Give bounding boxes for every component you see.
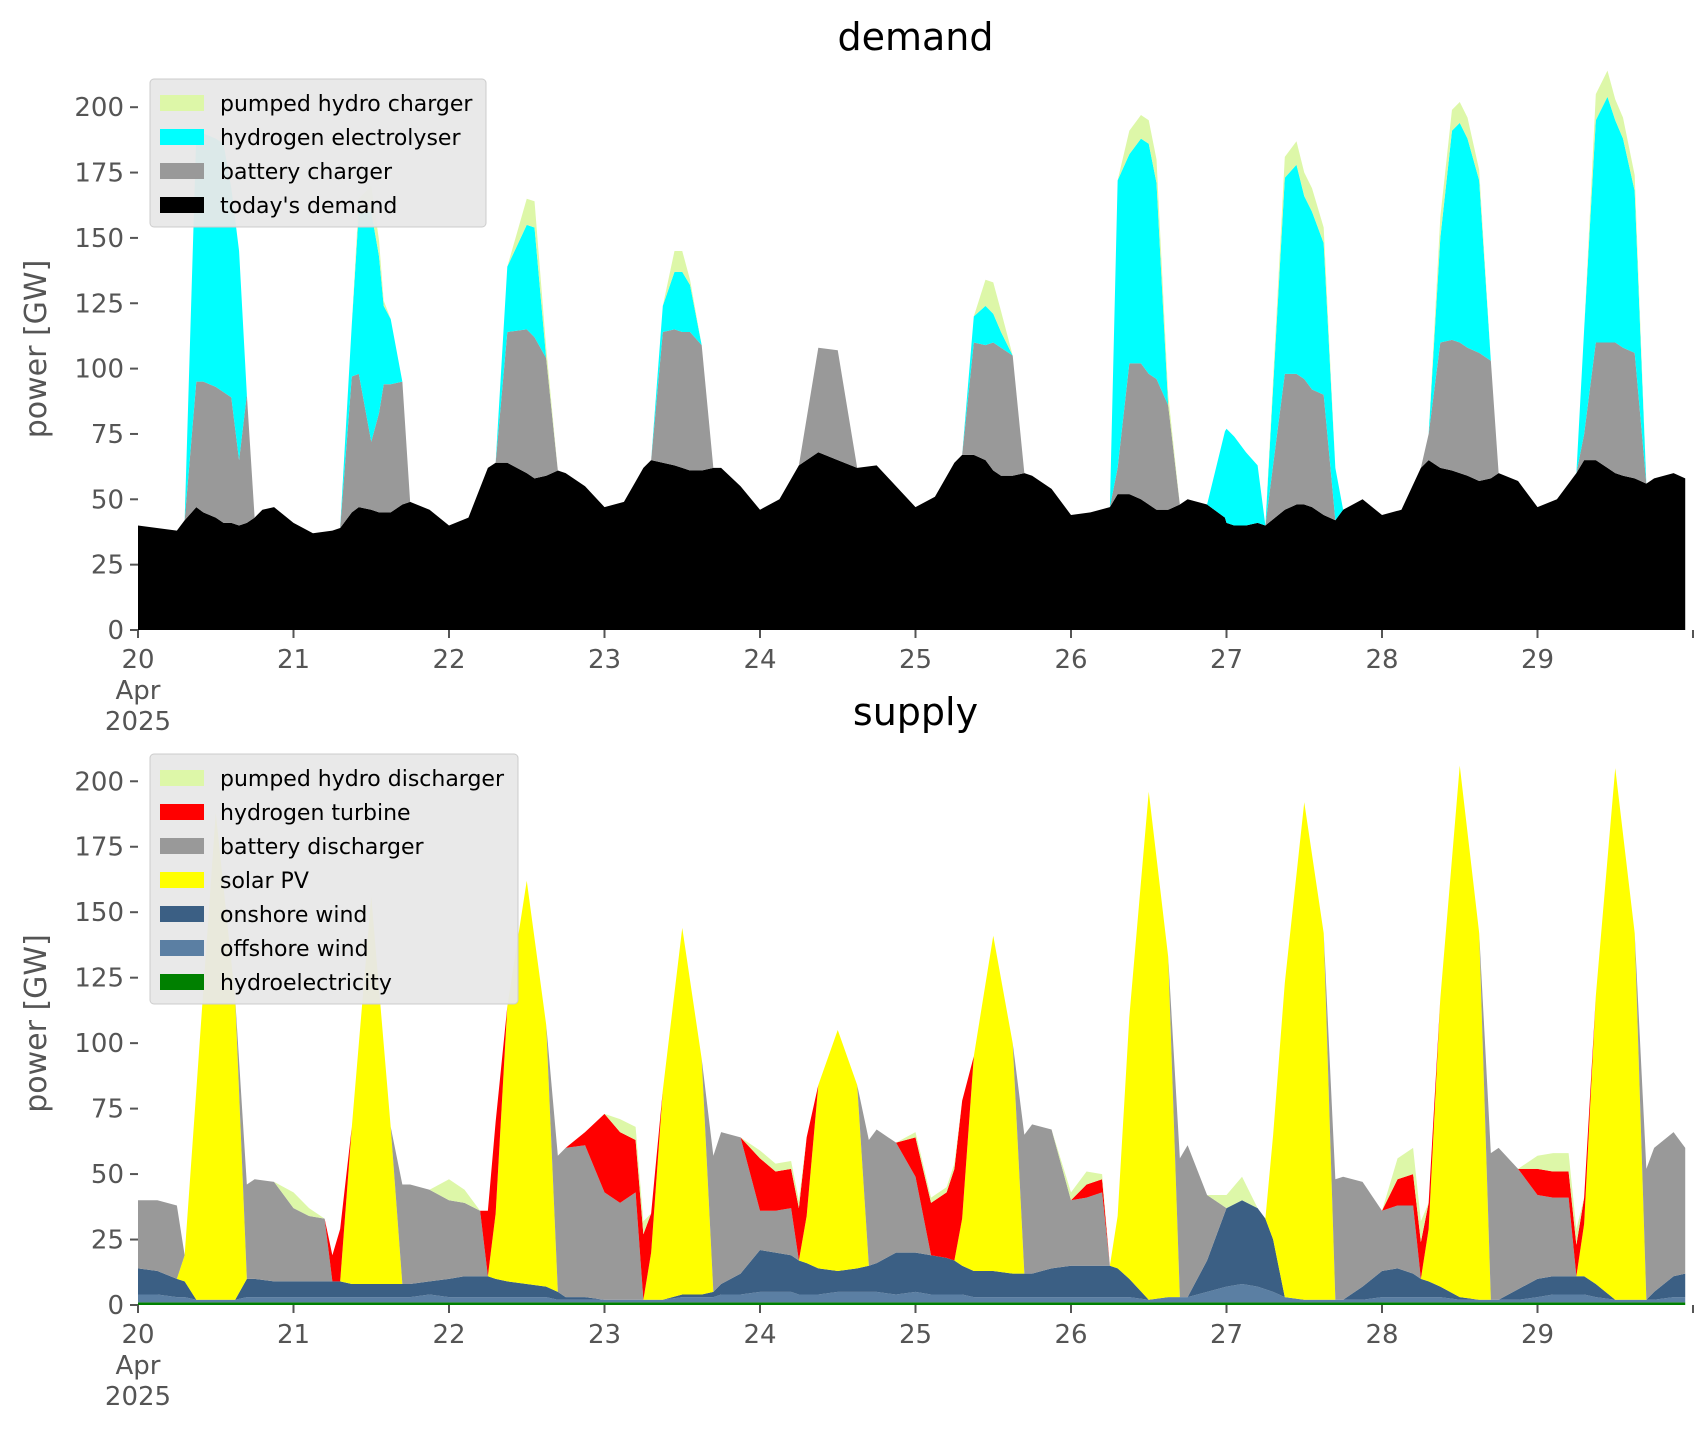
x-tick-label: 26 <box>1054 1320 1087 1350</box>
y-tick-label: 175 <box>74 833 124 863</box>
x-tick-label: 23 <box>588 645 621 675</box>
y-tick-label: 75 <box>91 420 124 450</box>
x-tick-label: 27 <box>1210 645 1243 675</box>
legend-label-pumped-hydro-charger: pumped hydro charger <box>220 92 473 117</box>
y-tick-label: 75 <box>91 1095 124 1125</box>
area-battery-discharger <box>138 765 1686 1300</box>
chart-title: supply <box>853 690 978 734</box>
area-onshore-wind <box>138 1200 1686 1300</box>
x-tick-label: 20 <box>121 1320 154 1350</box>
x-tick-label: 25 <box>899 1320 932 1350</box>
legend-swatch-pumped-hydro-discharger <box>160 770 204 786</box>
x-tick-label: 29 <box>1521 645 1554 675</box>
legend-swatch-solar-pv <box>160 872 204 888</box>
legend: pumped hydro charger hydrogen electrolyse… <box>149 78 487 228</box>
legend-swatch-offshore-wind <box>160 940 204 956</box>
y-tick-label: 125 <box>74 289 124 319</box>
legend-swatch-battery-charger <box>160 163 204 179</box>
legend-label-battery-discharger: battery discharger <box>220 835 425 860</box>
y-tick-label: 150 <box>74 224 124 254</box>
legend-label-hydroelectricity: hydroelectricity <box>220 971 392 996</box>
areas <box>138 70 1686 630</box>
x-tick-label: 26 <box>1054 645 1087 675</box>
y-tick-label: 25 <box>91 1226 124 1256</box>
x-tick-label: 27 <box>1210 1320 1243 1350</box>
legend-label-offshore-wind: offshore wind <box>220 937 369 962</box>
legend-swatch-battery-discharger <box>160 838 204 854</box>
x-tick-label: 21 <box>277 1320 310 1350</box>
y-tick-label: 100 <box>74 1029 124 1059</box>
y-tick-label: 175 <box>74 159 124 189</box>
x-tick-label: 23 <box>588 1320 621 1350</box>
x-tick-label: 28 <box>1365 645 1398 675</box>
legend-swatch-hydrogen-turbine <box>160 804 204 820</box>
legend-swatch-today-s-demand <box>160 197 204 213</box>
y-tick-label: 50 <box>91 485 124 515</box>
area-hydrogen-electrolyser <box>138 96 1686 534</box>
y-tick-label: 150 <box>74 898 124 928</box>
legend-label-hydrogen-turbine: hydrogen turbine <box>220 801 411 826</box>
legend-label-solar-pv: solar PV <box>220 869 309 894</box>
x-tick-label: 22 <box>432 645 465 675</box>
x-tick-label: 25 <box>899 645 932 675</box>
x-tick-label: 2025 <box>105 707 171 737</box>
y-axis-label: power [GW] <box>19 934 54 1113</box>
y-tick-label: 0 <box>107 1291 124 1321</box>
x-tick-label: 20 <box>121 645 154 675</box>
areas <box>138 765 1686 1305</box>
legend-label-pumped-hydro-discharger: pumped hydro discharger <box>220 767 505 792</box>
area-offshore-wind <box>138 1284 1686 1303</box>
area-hydroelectricity <box>138 1302 1686 1305</box>
legend-label-onshore-wind: onshore wind <box>220 903 367 928</box>
x-tick-label: 28 <box>1365 1320 1398 1350</box>
legend-swatch-onshore-wind <box>160 906 204 922</box>
y-tick-label: 25 <box>91 551 124 581</box>
x-tick-label: 22 <box>432 1320 465 1350</box>
x-tick-label: 24 <box>743 645 776 675</box>
legend-swatch-hydroelectricity <box>160 974 204 990</box>
x-tick-label: Apr <box>116 1351 161 1381</box>
chart-title: demand <box>837 15 993 59</box>
y-axis-label: power [GW] <box>19 260 54 439</box>
legend-label-today-s-demand: today's demand <box>220 194 397 219</box>
x-tick-label: Apr <box>116 676 161 706</box>
x-tick-label: 2025 <box>105 1382 171 1412</box>
y-tick-label: 200 <box>74 93 124 123</box>
x-tick-label: 24 <box>743 1320 776 1350</box>
legend: pumped hydro discharger hydrogen turbine b… <box>149 753 519 1005</box>
legend-swatch-hydrogen-electrolyser <box>160 129 204 145</box>
area-solar-pv <box>138 765 1686 1300</box>
legend-label-hydrogen-electrolyser: hydrogen electrolyser <box>220 126 461 151</box>
x-tick-label: 29 <box>1521 1320 1554 1350</box>
x-tick-label: 21 <box>277 645 310 675</box>
y-tick-label: 100 <box>74 355 124 385</box>
legend-label-battery-charger: battery charger <box>220 160 393 185</box>
legend-box <box>149 78 487 228</box>
y-tick-label: 50 <box>91 1160 124 1190</box>
legend-swatch-pumped-hydro-charger <box>160 95 204 111</box>
legend-box <box>149 753 519 1005</box>
area-battery-charger <box>138 329 1686 534</box>
y-tick-label: 200 <box>74 767 124 797</box>
y-tick-label: 125 <box>74 964 124 994</box>
y-tick-label: 0 <box>107 616 124 646</box>
area-today-s-demand <box>138 452 1686 630</box>
